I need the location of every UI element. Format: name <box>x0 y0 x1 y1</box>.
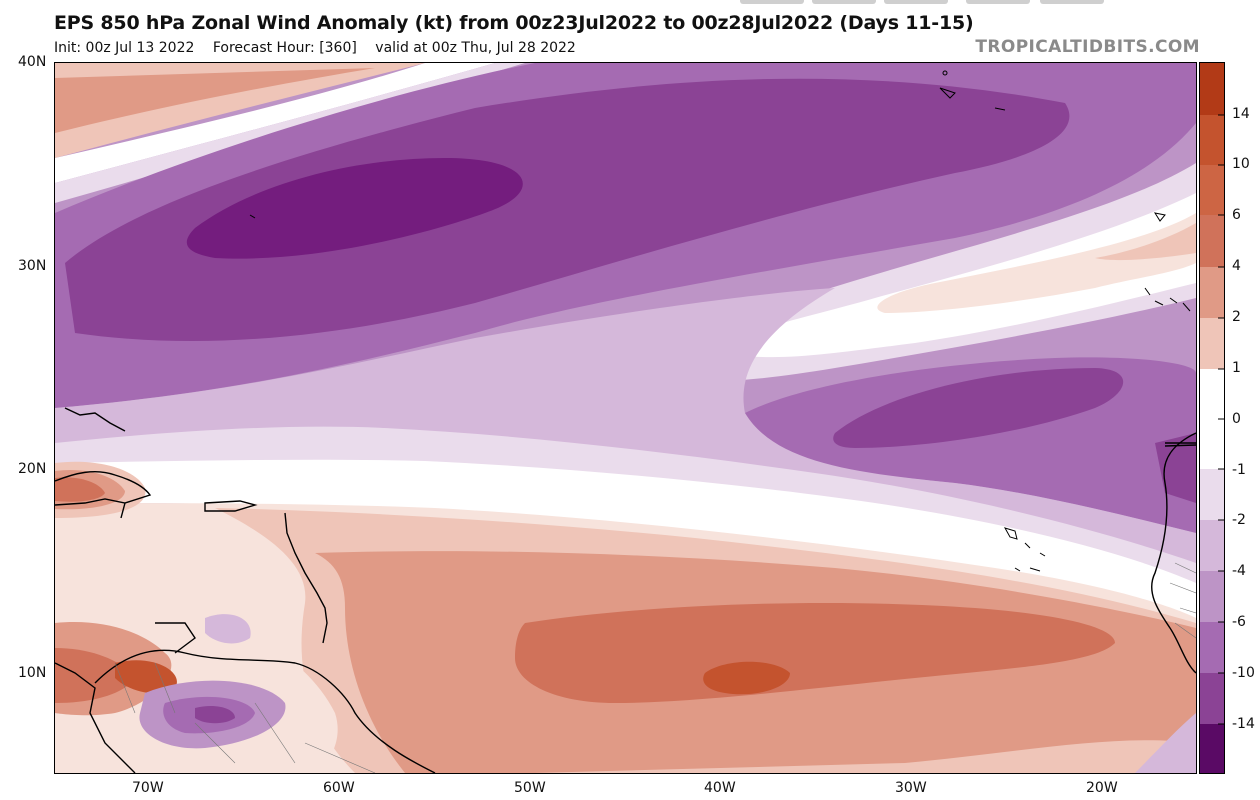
lat-label-30n: 30N <box>18 258 47 274</box>
lon-label-30w: 30W <box>895 780 927 796</box>
coastlines <box>55 407 1196 773</box>
colorbar-label: -2 <box>1232 512 1246 528</box>
forecast-hour: Forecast Hour: [360] <box>212 40 357 56</box>
anomaly-map <box>54 62 1197 774</box>
colorbar-label: 0 <box>1232 411 1241 427</box>
pos-core-south <box>703 661 790 695</box>
neg-core-east <box>833 368 1124 448</box>
borders <box>114 562 1196 773</box>
colorbar-label: 14 <box>1232 106 1250 122</box>
colorbar-label: 10 <box>1232 156 1250 172</box>
colorbar-label: -6 <box>1232 614 1246 630</box>
colorbar-label: 4 <box>1232 258 1241 274</box>
lon-label-40w: 40W <box>704 780 736 796</box>
lon-label-60w: 60W <box>323 780 355 796</box>
valid-time: valid at 00z Thu, Jul 28 2022 <box>375 40 576 56</box>
map-subtitle: Init: 00z Jul 13 2022 Forecast Hour: [36… <box>54 40 590 56</box>
islands <box>249 70 1191 572</box>
lon-label-20w: 20W <box>1086 780 1118 796</box>
lon-label-50w: 50W <box>514 780 546 796</box>
neg-core-north <box>186 158 523 259</box>
lon-label-70w: 70W <box>132 780 164 796</box>
colorbar-label: -14 <box>1232 716 1255 732</box>
colorbar-label: 1 <box>1232 360 1241 376</box>
lat-label-20n: 20N <box>18 461 47 477</box>
init-time: Init: 00z Jul 13 2022 <box>54 40 195 56</box>
brand-watermark: TROPICALTIDBITS.COM <box>975 37 1200 57</box>
map-title: EPS 850 hPa Zonal Wind Anomaly (kt) from… <box>54 12 974 34</box>
lat-label-10n: 10N <box>18 665 47 681</box>
colorbar-label: 2 <box>1232 309 1241 325</box>
colorbar <box>1199 62 1225 774</box>
colorbar-label: -10 <box>1232 665 1255 681</box>
lat-label-40n: 40N <box>18 54 47 70</box>
colorbar-label: 6 <box>1232 207 1241 223</box>
colorbar-label: -1 <box>1232 462 1246 478</box>
colorbar-label: -4 <box>1232 563 1246 579</box>
